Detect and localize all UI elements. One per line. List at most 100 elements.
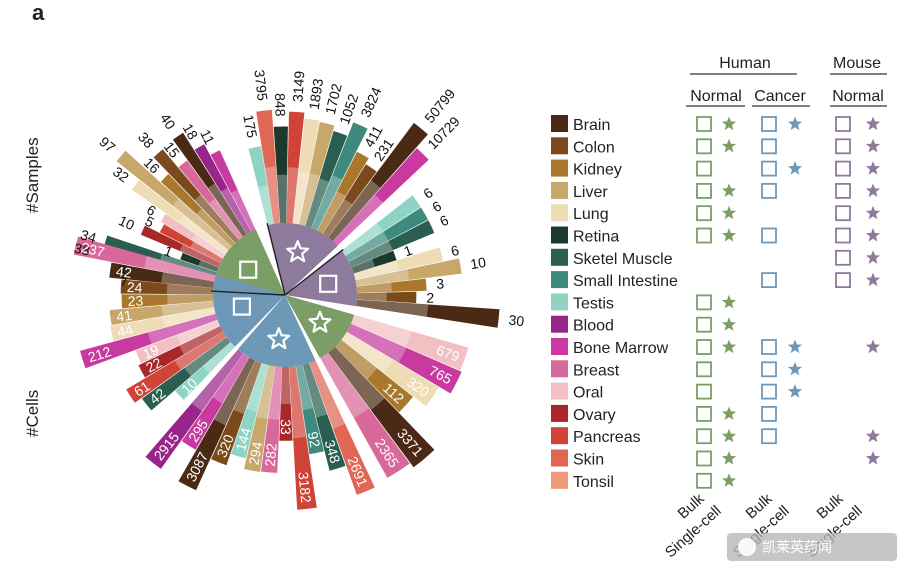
bar-kidney (356, 278, 427, 293)
bulk-square-icon (232, 297, 251, 316)
bar-shade (144, 256, 216, 282)
bulk-available-square-icon (761, 428, 777, 445)
bulk-available-square-icon (835, 272, 851, 289)
bulk-available-square-icon (761, 116, 777, 132)
bar-value-label: 3795 (251, 69, 270, 102)
single-cell-available-star-icon (721, 294, 737, 309)
bar-value-label: 1702 (322, 82, 345, 116)
bulk-square-icon (239, 260, 258, 279)
bulk-available-square-icon (835, 249, 851, 266)
bar-shade (178, 215, 229, 255)
bar-brain (178, 357, 256, 491)
samples-cells-divider (211, 290, 286, 296)
bar-shade (277, 174, 288, 224)
bar-breast (178, 160, 243, 240)
bar-value-label: 144 (232, 426, 254, 453)
legend-label: Lung (573, 206, 609, 223)
bar-value-label: 175 (240, 113, 260, 139)
bar-pancreas (159, 224, 223, 263)
legend-swatch (551, 293, 568, 311)
bulk-available-square-icon (696, 383, 712, 400)
bar-shade (333, 194, 384, 246)
bar-colon (211, 360, 262, 466)
legend-swatch (551, 382, 568, 400)
bar-sketel-muscle (142, 337, 231, 411)
bar-blood (194, 144, 251, 234)
bar-value-label: 18 (180, 121, 202, 143)
bulk-available-square-icon (696, 182, 712, 199)
bar-shade (356, 292, 387, 302)
bar-shade (311, 175, 343, 231)
legend-label: Oral (573, 385, 603, 402)
bar-shade (176, 320, 220, 345)
bar-value-label: 6 (144, 201, 159, 219)
bar-bone-marrow (210, 150, 256, 232)
bar-value-label: 1 (162, 242, 175, 260)
bulk-available-square-icon (761, 272, 777, 289)
single-cell-available-star-icon (865, 161, 881, 175)
wechat-logo-icon (738, 538, 756, 556)
bulk-available-square-icon (696, 316, 712, 333)
sector-hub (285, 295, 355, 358)
bar-shade (268, 366, 282, 420)
bulk-available-square-icon (835, 138, 851, 155)
bulk-square-icon (319, 274, 338, 293)
bar-value-label: 24 (126, 279, 143, 296)
bar-brain (172, 132, 247, 237)
legend-label: Breast (573, 362, 620, 379)
bulk-available-square-icon (835, 205, 851, 222)
bar-value-label: 42 (115, 263, 133, 281)
bulk-available-square-icon (761, 160, 777, 177)
bar-lung (353, 247, 444, 280)
single-cell-available-star-icon (787, 384, 803, 398)
bar-value-label: 44 (116, 321, 135, 340)
bar-brain (356, 299, 500, 328)
bar-value-label: 6 (449, 242, 461, 259)
bar-value-label: 23 (127, 292, 143, 309)
bar-shade (292, 170, 310, 225)
bar-lung (110, 307, 216, 341)
single-cell-available-star-icon (721, 138, 737, 153)
bar-value-label: 212 (86, 343, 113, 365)
mouse-group-header: Mouse (833, 55, 881, 72)
bar-breast (320, 352, 410, 478)
bar-kidney (335, 339, 413, 413)
bar-value-label: 1 (402, 242, 415, 260)
bulk-available-square-icon (761, 361, 777, 378)
bar-shade (309, 360, 346, 429)
availability-marks (696, 116, 881, 489)
bar-shade (328, 180, 381, 242)
bulk-available-square-icon (696, 205, 712, 222)
single-cell-available-star-icon (865, 451, 881, 465)
bar-shade (299, 173, 320, 226)
radial-bars (73, 109, 500, 510)
single-cell-available-star-icon (865, 116, 881, 131)
bar-value-label: 11 (197, 127, 218, 147)
single-cell-star-icon (286, 240, 310, 263)
bar-value-label: 3149 (289, 70, 307, 102)
bar-shade (356, 299, 429, 317)
bar-pancreas (289, 366, 317, 510)
legend-swatch (551, 360, 568, 378)
bar-testis (341, 195, 421, 256)
mouse-normal-header: Normal (832, 88, 884, 105)
bar-value-label: 22 (143, 354, 164, 376)
single-cell-available-star-icon (721, 116, 737, 131)
bulk-available-square-icon (835, 116, 851, 132)
bar-shade (207, 183, 247, 237)
bar-shade (280, 366, 291, 404)
legend-swatch (551, 115, 568, 132)
bulk-available-square-icon (761, 383, 777, 400)
legend-label: Sketel Muscle (573, 251, 673, 268)
legend-swatch (551, 338, 568, 355)
bar-value-label: 679 (434, 342, 462, 365)
bar-sketel-muscle (103, 235, 217, 277)
bar-shade (341, 332, 393, 373)
bar-small-intestine (345, 207, 428, 262)
single-cell-available-star-icon (721, 228, 737, 242)
bar-testis (231, 363, 269, 459)
bar-colon (356, 291, 417, 304)
bar-shade (161, 301, 215, 317)
